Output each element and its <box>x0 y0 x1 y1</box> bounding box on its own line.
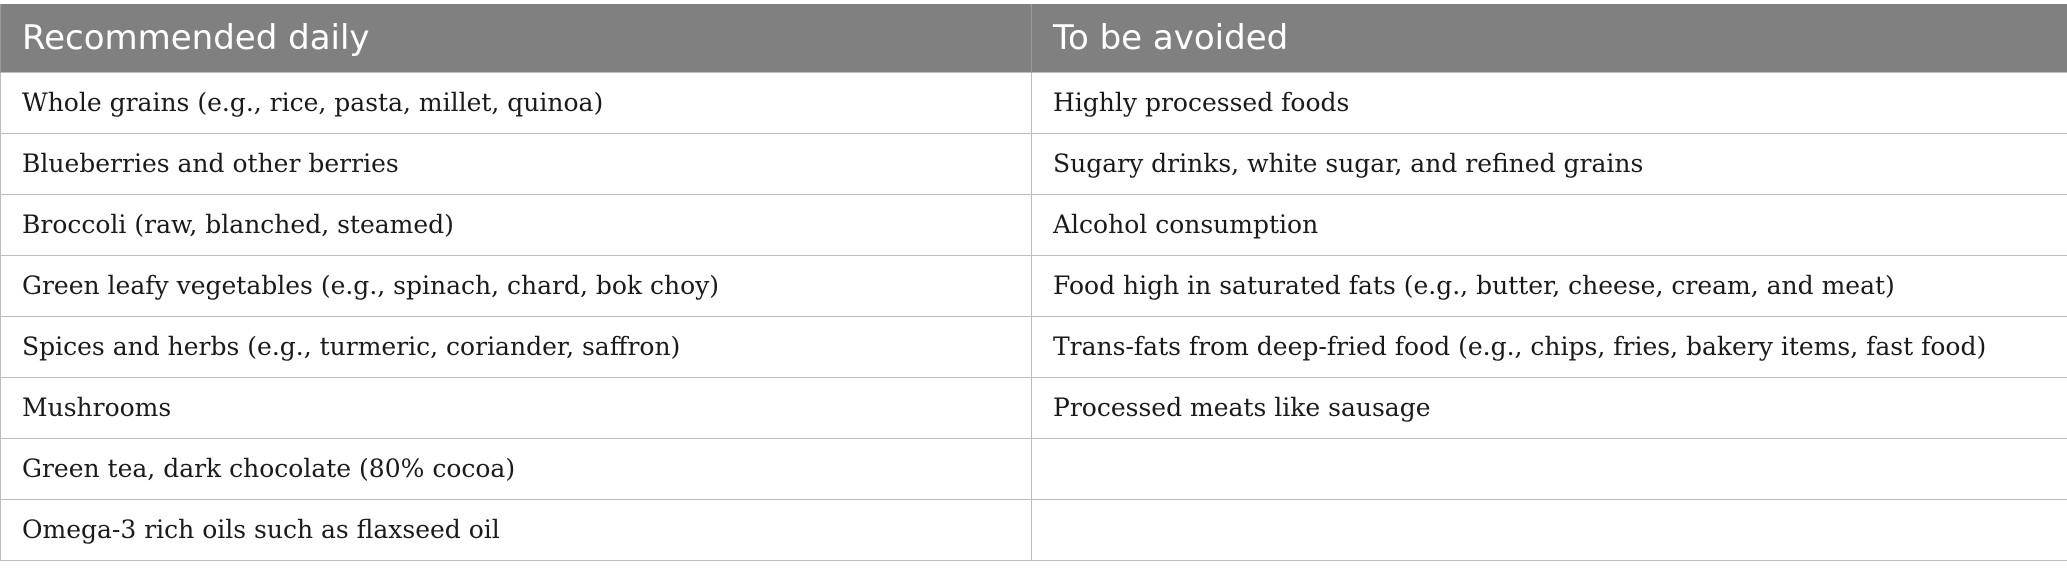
cell-recommended: Omega-3 rich oils such as flaxseed oil <box>0 498 1032 561</box>
cell-recommended: Spices and herbs (e.g., turmeric, corian… <box>0 315 1032 378</box>
cell-avoided <box>1031 498 2067 561</box>
diet-recommendations-table: Recommended daily To be avoided Whole gr… <box>0 4 2067 561</box>
cell-avoided: Processed meats like sausage <box>1031 376 2067 439</box>
table-header: Recommended daily To be avoided <box>0 4 2067 72</box>
cell-avoided: Food high in saturated fats (e.g., butte… <box>1031 254 2067 317</box>
cell-avoided: Alcohol consumption <box>1031 193 2067 256</box>
cell-recommended: Broccoli (raw, blanched, steamed) <box>0 193 1032 256</box>
header-recommended-daily: Recommended daily <box>0 4 1032 72</box>
table-row: Broccoli (raw, blanched, steamed) Alcoho… <box>0 193 2067 256</box>
cell-avoided: Sugary drinks, white sugar, and refined … <box>1031 132 2067 195</box>
table-row: Whole grains (e.g., rice, pasta, millet,… <box>0 71 2067 134</box>
cell-avoided <box>1031 437 2067 500</box>
table-row: Blueberries and other berries Sugary dri… <box>0 132 2067 195</box>
cell-avoided: Highly processed foods <box>1031 71 2067 134</box>
cell-recommended: Whole grains (e.g., rice, pasta, millet,… <box>0 71 1032 134</box>
table-row: Green tea, dark chocolate (80% cocoa) <box>0 437 2067 500</box>
cell-recommended: Green leafy vegetables (e.g., spinach, c… <box>0 254 1032 317</box>
cell-recommended: Mushrooms <box>0 376 1032 439</box>
table-row: Spices and herbs (e.g., turmeric, corian… <box>0 315 2067 378</box>
table-row: Mushrooms Processed meats like sausage <box>0 376 2067 439</box>
cell-recommended: Green tea, dark chocolate (80% cocoa) <box>0 437 1032 500</box>
cell-avoided: Trans-fats from deep-fried food (e.g., c… <box>1031 315 2067 378</box>
cell-recommended: Blueberries and other berries <box>0 132 1032 195</box>
table-row: Green leafy vegetables (e.g., spinach, c… <box>0 254 2067 317</box>
table-row: Omega-3 rich oils such as flaxseed oil <box>0 498 2067 561</box>
header-row: Recommended daily To be avoided <box>0 4 2067 72</box>
table-body: Whole grains (e.g., rice, pasta, millet,… <box>0 71 2067 561</box>
header-to-be-avoided: To be avoided <box>1031 4 2067 72</box>
diet-table-container: Recommended daily To be avoided Whole gr… <box>0 4 2067 561</box>
